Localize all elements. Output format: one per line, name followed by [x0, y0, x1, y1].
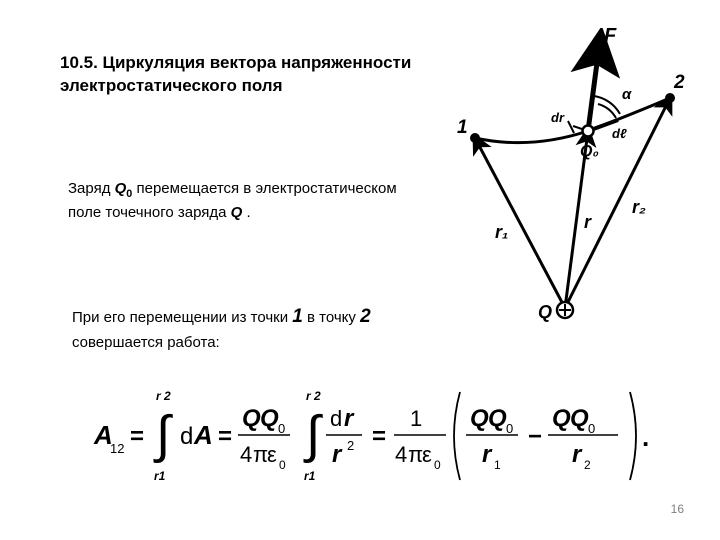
lbl-dr: dr [551, 110, 565, 125]
f-int2-lo: r1 [304, 469, 316, 483]
lbl-Q: Q [538, 302, 552, 322]
f-t1-Q1: Q [470, 405, 489, 432]
f-eq3: = [372, 423, 386, 450]
f-t1-r: r [482, 441, 493, 468]
f-pi-b: π [408, 442, 423, 467]
f-t1-r-sub: 1 [494, 458, 501, 472]
f-4a: 4 [240, 442, 252, 467]
f-dot: . [642, 422, 649, 452]
f-dr-r: r [344, 405, 355, 432]
f-d1: d [180, 423, 193, 450]
f-int2: ∫ [303, 406, 323, 464]
p2-pre: При его перемещении из точки [72, 309, 292, 326]
p1-post: . [247, 204, 251, 221]
f-t1-Q2-sub: 0 [506, 421, 513, 436]
f-eps-a-sub: 0 [279, 458, 286, 472]
lbl-F: F [604, 28, 617, 47]
paragraph-charge-moves: Заряд Q0 перемещается в электростатическ… [68, 178, 428, 225]
lbl-Q0: Q₀ [580, 143, 599, 160]
paragraph-work: При его перемещении из точки 1 в точку 2… [72, 302, 432, 355]
p1-Q0-sub: 0 [126, 188, 132, 200]
f-dA-A: A [193, 420, 213, 450]
f-4b: 4 [395, 442, 407, 467]
f-r-sq: 2 [347, 438, 354, 453]
work-formula: A 12 = ∫ r 2 r1 d A = Q Q 0 4 π ε 0 ∫ r … [90, 380, 650, 490]
lbl-alpha: α [622, 86, 632, 103]
f-t1-Q2: Q [488, 405, 507, 432]
f-t2-Q1: Q [552, 405, 571, 432]
f-Q2-sub: 0 [278, 421, 285, 436]
f-pi-a: π [253, 442, 268, 467]
lbl-2: 2 [673, 72, 685, 93]
f-t2-Q2: Q [570, 405, 589, 432]
f-t2-r: r [572, 441, 583, 468]
p2-one: 1 [292, 306, 303, 327]
f-minus: − [528, 423, 542, 450]
section-title: 10.5. Циркуляция вектора напряженности э… [60, 52, 440, 98]
p1-Q-sym: Q [231, 204, 243, 221]
lbl-r2: r₂ [632, 197, 646, 217]
f-eps-a: ε [267, 442, 277, 467]
f-t2-r-sub: 2 [584, 458, 591, 472]
f-t2-Q2-sub: 0 [588, 421, 595, 436]
f-A-sub: 12 [110, 441, 124, 456]
f-Q1: Q [242, 405, 261, 432]
p1-Q0-sym: Q [115, 180, 127, 197]
page-number: 16 [671, 502, 684, 516]
p1-pre: Заряд [68, 180, 115, 197]
lbl-1: 1 [457, 117, 468, 138]
f-Q2: Q [260, 405, 279, 432]
f-eps-b-sub: 0 [434, 458, 441, 472]
p2-two: 2 [360, 306, 371, 327]
f-int1-lo: r1 [154, 469, 166, 483]
f-1: 1 [410, 406, 422, 431]
f-eq2: = [218, 423, 232, 450]
f-int1-hi: r 2 [156, 389, 171, 403]
f-int1: ∫ [153, 406, 173, 464]
f-dr-d: d [330, 406, 342, 431]
lbl-r: r [584, 212, 592, 232]
f-eq1: = [130, 423, 144, 450]
p2-post: совершается работа: [72, 334, 220, 351]
p2-mid: в точку [307, 309, 360, 326]
lbl-dl: dℓ [612, 126, 627, 141]
lbl-r1: r₁ [495, 222, 508, 242]
f-eps-b: ε [422, 442, 432, 467]
physics-diagram: F α dr dℓ 1 2 Q₀ r₁ r r₂ Q [440, 28, 690, 328]
f-r-den: r [332, 441, 343, 468]
f-int2-hi: r 2 [306, 389, 321, 403]
